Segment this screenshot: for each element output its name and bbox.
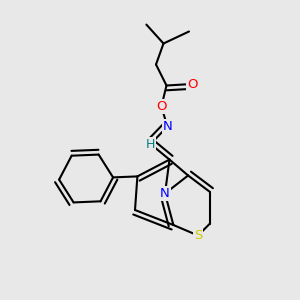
- Text: O: O: [187, 77, 197, 91]
- Text: N: N: [163, 120, 172, 133]
- Text: N: N: [160, 187, 170, 200]
- Text: O: O: [156, 100, 167, 113]
- Text: H: H: [146, 137, 155, 151]
- Text: S: S: [194, 229, 202, 242]
